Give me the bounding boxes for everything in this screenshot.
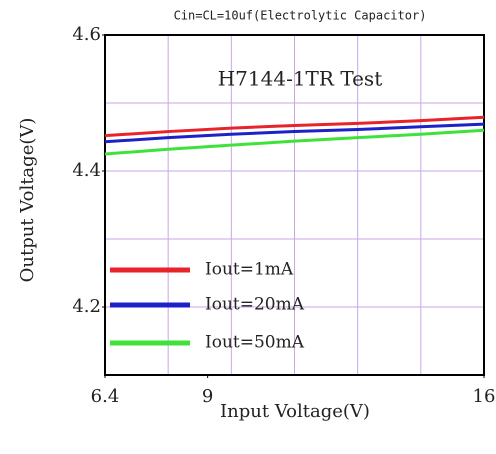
chart-title: H7144-1TR Test [218, 67, 383, 91]
legend-label: Iout=1mA [205, 260, 294, 280]
chart-subtitle: Cin=CL=10uf(Electrolytic Capacitor) [174, 9, 427, 23]
series-line [104, 115, 485, 138]
x-tick-label: 16 [473, 386, 496, 407]
x-axis-label: Input Voltage(V) [220, 401, 370, 422]
series-line [104, 128, 485, 156]
x-tick-label: 6.4 [91, 386, 120, 407]
series-line [104, 122, 485, 144]
y-axis-label: Output Voltage(V) [17, 118, 38, 283]
y-tick-label: 4.6 [72, 24, 101, 45]
x-tick-label: 9 [202, 386, 213, 407]
legend-label: Iout=20mA [205, 295, 305, 315]
y-tick-label: 4.2 [72, 296, 101, 317]
legend-label: Iout=50mA [205, 333, 305, 353]
y-tick-label: 4.4 [72, 160, 101, 181]
plot-frame [104, 34, 485, 376]
